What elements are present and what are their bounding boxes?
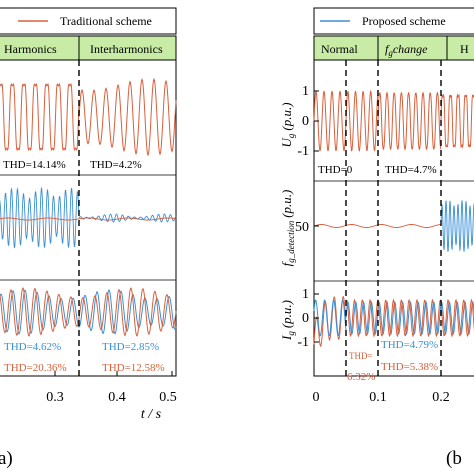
thd-label: THD=4.79% bbox=[381, 339, 438, 351]
panel-b: Proposed scheme Normal fgchange H THD=0 … bbox=[279, 7, 474, 469]
thd-label: THD= bbox=[349, 351, 373, 361]
thd-label: THD=20.36% bbox=[4, 362, 67, 374]
trace-a-frequency bbox=[0, 186, 177, 249]
y-tick-label: 50 bbox=[295, 220, 309, 235]
frequency-blue-line bbox=[0, 186, 80, 249]
legend-b-label: Proposed scheme bbox=[362, 14, 446, 28]
current-orange-line bbox=[0, 287, 177, 337]
current-blue-line bbox=[345, 300, 474, 336]
trace-b-voltage bbox=[313, 90, 474, 152]
x-tick-label: 0.4 bbox=[108, 390, 126, 405]
panel-label-a: a) bbox=[0, 448, 13, 469]
current-blue-line bbox=[0, 289, 177, 335]
y-axis-label-fg: fg_detection(p.u.) bbox=[279, 190, 296, 267]
panel-a: Traditional scheme Harmonics Interharmon… bbox=[0, 7, 177, 469]
y-tick-label: 0 bbox=[302, 311, 309, 326]
voltage-fg-change-line bbox=[377, 91, 442, 151]
legend-a-label: Traditional scheme bbox=[60, 14, 152, 28]
current-blue-line bbox=[313, 299, 347, 337]
thd-label: THD=4.62% bbox=[4, 341, 61, 353]
thd-label: THD=2.85% bbox=[102, 341, 159, 353]
trace-a-voltage bbox=[0, 77, 177, 157]
voltage-harmonics-line bbox=[0, 82, 80, 152]
voltage-normal-line bbox=[313, 90, 347, 152]
segment-label-harmonics: Harmonics bbox=[4, 42, 57, 56]
x-tick-label: 0 bbox=[313, 390, 320, 405]
segment-label-interharmonics: Interharmonics bbox=[90, 42, 163, 56]
y-axis-label-ug: Ug(p.u.) bbox=[279, 102, 296, 147]
voltage-interharmonics-line bbox=[78, 77, 177, 157]
x-axis-label: t / s bbox=[141, 407, 162, 422]
thd-label: THD=14.14% bbox=[3, 159, 66, 171]
voltage-h-line bbox=[440, 93, 474, 149]
panel-label-b: (b bbox=[446, 448, 462, 469]
thd-label: THD=12.58% bbox=[102, 362, 165, 374]
trace-b-current bbox=[313, 296, 474, 348]
segment-label-h: H bbox=[460, 42, 469, 56]
plot-frame-b bbox=[313, 59, 474, 377]
trace-b-frequency bbox=[313, 200, 474, 252]
y-tick-label: 1 bbox=[302, 287, 309, 302]
y-tick-label: 0 bbox=[302, 114, 309, 129]
frequency-blue-line bbox=[440, 200, 474, 252]
thd-label: THD=4.7% bbox=[385, 164, 437, 176]
thd-label: THD=0 bbox=[318, 164, 353, 176]
y-axis-label-ig: Ig(p.u.) bbox=[279, 300, 296, 341]
segment-label-fg-change: fgchange bbox=[385, 42, 428, 58]
x-tick-label: 0.1 bbox=[369, 390, 387, 405]
frequency-orange-line bbox=[0, 217, 177, 221]
x-tick-label: 0.3 bbox=[46, 390, 64, 405]
voltage-line bbox=[345, 90, 379, 152]
thd-label: 6.32% bbox=[347, 371, 375, 383]
y-tick-label: 1 bbox=[302, 84, 309, 99]
y-axis-b: 1 0 -1 50 1 0 -1 bbox=[295, 84, 319, 350]
current-orange-line bbox=[345, 298, 474, 338]
frequency-blue-line bbox=[78, 213, 177, 223]
x-tick-label: 0.2 bbox=[432, 390, 450, 405]
current-orange-line bbox=[313, 296, 347, 348]
plot-frame-a bbox=[0, 59, 177, 377]
y-tick-label: -1 bbox=[297, 335, 309, 350]
y-tick-label: -1 bbox=[297, 144, 309, 159]
x-tick-label: 0.5 bbox=[159, 390, 177, 405]
segment-header-a bbox=[0, 35, 177, 61]
segment-label-normal: Normal bbox=[321, 42, 358, 56]
thd-label: THD=4.2% bbox=[90, 159, 142, 171]
trace-a-current bbox=[0, 287, 177, 337]
thd-label: THD=5.38% bbox=[381, 361, 438, 373]
